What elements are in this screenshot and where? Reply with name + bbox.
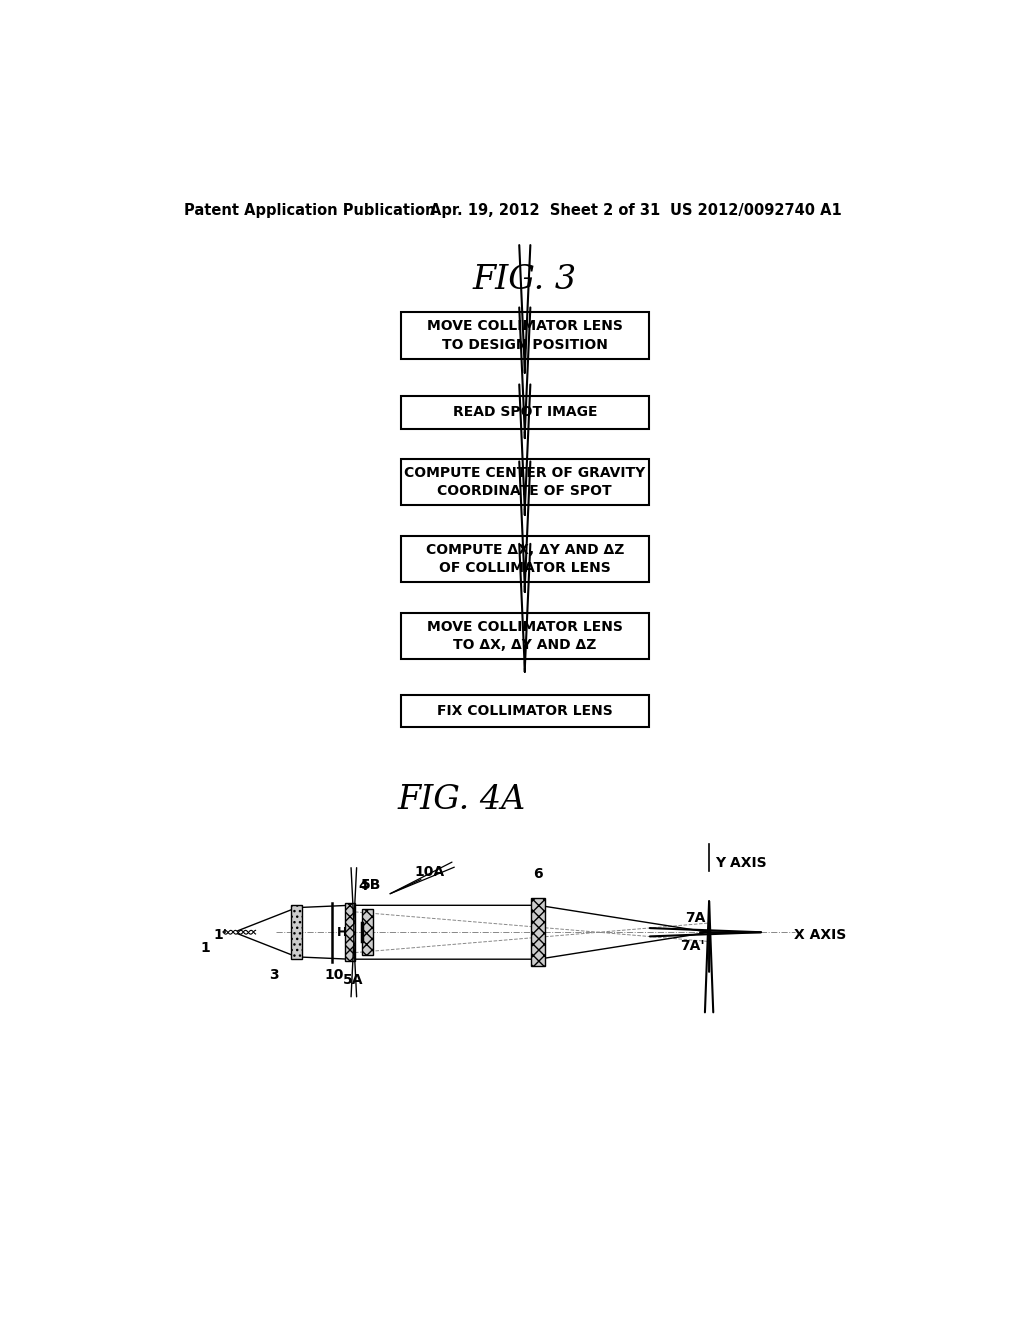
Text: FIG. 3: FIG. 3 — [473, 264, 577, 296]
Bar — [400, 536, 649, 582]
Bar — [531, 899, 545, 966]
Bar — [400, 396, 649, 429]
Text: Apr. 19, 2012  Sheet 2 of 31: Apr. 19, 2012 Sheet 2 of 31 — [430, 203, 660, 218]
Text: H: H — [337, 925, 347, 939]
Text: COMPUTE CENTER OF GRAVITY
COORDINATE OF SPOT: COMPUTE CENTER OF GRAVITY COORDINATE OF … — [404, 466, 645, 498]
Bar — [400, 612, 649, 659]
Text: 10A: 10A — [415, 865, 444, 879]
Bar — [345, 903, 355, 961]
Bar — [362, 909, 373, 956]
Text: READ SPOT IMAGE: READ SPOT IMAGE — [453, 405, 597, 420]
Bar — [400, 696, 649, 727]
Text: FIX COLLIMATOR LENS: FIX COLLIMATOR LENS — [437, 705, 612, 718]
Text: FIG. 4A: FIG. 4A — [397, 784, 525, 816]
Text: 5A: 5A — [343, 973, 364, 987]
Text: 7A: 7A — [685, 911, 706, 925]
Text: Patent Application Publication: Patent Application Publication — [183, 203, 435, 218]
Text: MOVE COLLIMATOR LENS
TO DESIGN POSITION: MOVE COLLIMATOR LENS TO DESIGN POSITION — [427, 319, 623, 351]
Bar — [400, 459, 649, 506]
Text: Y AXIS: Y AXIS — [716, 855, 767, 870]
Bar — [400, 313, 649, 359]
Text: MOVE COLLIMATOR LENS
TO ΔX, ΔY AND ΔZ: MOVE COLLIMATOR LENS TO ΔX, ΔY AND ΔZ — [427, 619, 623, 652]
Text: US 2012/0092740 A1: US 2012/0092740 A1 — [671, 203, 843, 218]
Text: 10: 10 — [324, 968, 343, 982]
Bar — [292, 906, 302, 960]
Text: 4: 4 — [358, 879, 368, 894]
Text: 1: 1 — [201, 941, 210, 954]
Text: 5B: 5B — [360, 878, 381, 891]
Text: 7A': 7A' — [681, 939, 706, 953]
Text: COMPUTE ΔX, ΔY AND ΔZ
OF COLLIMATOR LENS: COMPUTE ΔX, ΔY AND ΔZ OF COLLIMATOR LENS — [426, 543, 624, 576]
Text: 3: 3 — [268, 968, 279, 982]
Text: 1': 1' — [213, 928, 227, 942]
Text: 6: 6 — [534, 867, 543, 882]
Text: X AXIS: X AXIS — [795, 928, 847, 941]
